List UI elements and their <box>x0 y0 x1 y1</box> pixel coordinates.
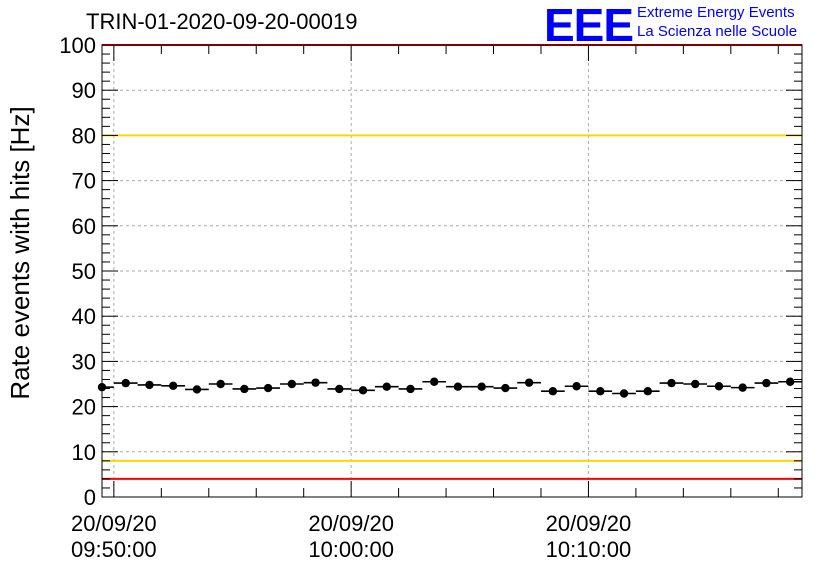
data-point <box>501 383 510 393</box>
data-point <box>168 381 178 391</box>
axis-labels: 010203040506070809010020/09/2009:50:0020… <box>5 33 631 562</box>
data-point <box>263 383 273 393</box>
eee-logo: EEE <box>544 0 634 51</box>
data-point <box>738 383 747 392</box>
data-point <box>192 385 202 394</box>
data-point <box>691 379 700 389</box>
y-tick-label: 80 <box>72 123 96 148</box>
x-tick-time-label: 10:00:00 <box>308 537 394 562</box>
y-tick-label: 10 <box>72 440 96 465</box>
grid-lines <box>102 45 802 497</box>
data-point <box>572 382 581 391</box>
logo-line-2: La Scienza nelle Scuole <box>637 23 798 40</box>
data-point <box>619 389 629 398</box>
data-point <box>596 387 605 396</box>
data-point <box>667 378 676 388</box>
x-tick-time-label: 09:50:00 <box>71 537 157 562</box>
data-points <box>97 377 802 398</box>
chart-title: TRIN-01-2020-09-20-00019 <box>86 9 358 34</box>
data-point <box>548 387 558 396</box>
data-point <box>714 382 724 391</box>
data-point <box>216 379 225 389</box>
y-tick-label: 70 <box>72 169 96 194</box>
data-point <box>477 382 486 391</box>
reference-lines <box>102 44 802 480</box>
logo-line-1: Extreme Energy Events <box>637 4 795 21</box>
y-tick-label: 50 <box>72 259 96 284</box>
data-point <box>453 382 463 391</box>
y-tick-label: 20 <box>72 395 96 420</box>
data-point <box>145 380 154 390</box>
data-point <box>762 378 771 388</box>
plot-frame <box>101 44 803 498</box>
x-tick-date-label: 20/09/20 <box>71 511 157 536</box>
data-point <box>240 384 249 394</box>
data-point <box>785 377 795 386</box>
y-tick-label: 90 <box>72 78 96 103</box>
y-tick-label: 0 <box>84 485 96 510</box>
data-point <box>97 382 107 392</box>
data-point <box>311 378 320 387</box>
data-point <box>358 386 368 395</box>
data-point <box>335 384 344 394</box>
y-tick-label: 30 <box>72 349 96 374</box>
x-tick-date-label: 20/09/20 <box>546 511 632 536</box>
x-tick-time-label: 10:10:00 <box>546 537 632 562</box>
y-tick-label: 60 <box>72 214 96 239</box>
data-point <box>524 378 534 387</box>
data-point <box>430 377 439 386</box>
data-point <box>382 382 391 391</box>
y-tick-label: 40 <box>72 304 96 329</box>
y-tick-label: 100 <box>59 33 96 58</box>
data-point <box>406 384 415 394</box>
data-point <box>121 378 130 388</box>
data-point <box>643 387 652 396</box>
y-axis-label: Rate events with hits [Hz] <box>5 106 35 399</box>
data-point <box>287 379 297 389</box>
x-tick-date-label: 20/09/20 <box>308 511 394 536</box>
